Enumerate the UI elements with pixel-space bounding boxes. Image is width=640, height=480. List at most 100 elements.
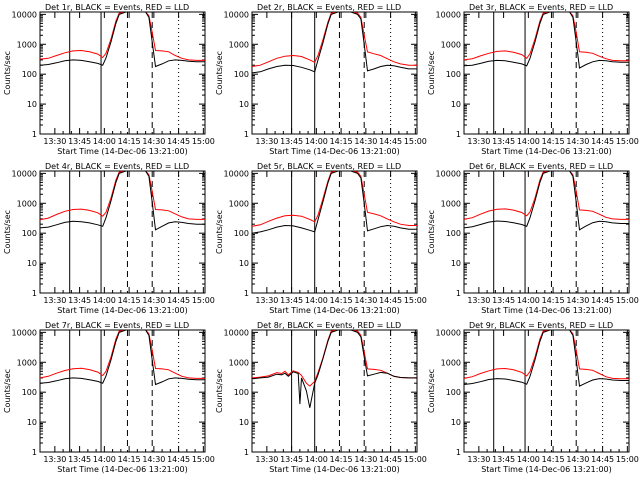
- x-tick-label: 15:00: [192, 455, 215, 464]
- y-tick-label: 10000: [224, 169, 249, 178]
- event-rate-line: [40, 171, 205, 231]
- lld-rate-line: [40, 330, 205, 379]
- x-tick-label: 13:30: [43, 296, 66, 305]
- event-rate-line: [40, 330, 205, 386]
- x-tick-label: 14:15: [118, 296, 141, 305]
- event-rate-line: [40, 12, 205, 68]
- event-rate-line: [252, 330, 417, 408]
- x-tick-label: 14:30: [354, 455, 377, 464]
- x-tick-label: 14:15: [118, 455, 141, 464]
- x-tick-label: 14:30: [566, 455, 589, 464]
- y-tick-label: 100: [234, 388, 249, 397]
- x-tick-label: 13:45: [492, 296, 515, 305]
- x-axis-label: Start Time (14-Dec-06 13:21:00): [481, 465, 612, 474]
- x-tick-label: 14:30: [354, 137, 377, 146]
- x-axis-label: Start Time (14-Dec-06 13:21:00): [481, 306, 612, 315]
- x-tick-label: 14:00: [517, 455, 540, 464]
- panel-title: Det 8r, BLACK = Events, RED = LLD: [257, 321, 401, 330]
- series-group: [252, 12, 417, 74]
- x-tick-label: 14:15: [542, 455, 565, 464]
- plot-frame: [463, 329, 630, 453]
- x-tick-label: 13:45: [492, 137, 515, 146]
- plot-frame: [463, 11, 630, 135]
- x-tick-label: 14:45: [591, 455, 614, 464]
- y-tick-label: 1: [456, 289, 461, 298]
- lld-rate-line: [464, 330, 629, 380]
- y-tick-label: 100: [22, 229, 37, 238]
- x-tick-label: 14:00: [93, 296, 116, 305]
- y-tick-label: 100: [22, 388, 37, 397]
- x-tick-label: 14:00: [93, 137, 116, 146]
- x-axis-label: Start Time (14-Dec-06 13:21:00): [269, 147, 400, 156]
- x-axis-label: Start Time (14-Dec-06 13:21:00): [481, 147, 612, 156]
- x-tick-label: 15:00: [616, 455, 639, 464]
- lld-rate-line: [40, 12, 205, 61]
- y-axis-label: Counts/sec: [215, 369, 224, 413]
- y-tick-label: 10: [27, 259, 37, 268]
- x-tick-label: 13:30: [255, 137, 278, 146]
- y-tick-label: 100: [446, 70, 461, 79]
- panel-title: Det 7r, BLACK = Events, RED = LLD: [45, 321, 189, 330]
- x-tick-label: 14:45: [379, 137, 402, 146]
- y-axis-label: Counts/sec: [215, 51, 224, 95]
- x-tick-label: 13:30: [467, 137, 490, 146]
- x-tick-label: 14:30: [566, 296, 589, 305]
- x-tick-label: 15:00: [616, 296, 639, 305]
- x-tick-label: 14:00: [93, 455, 116, 464]
- panel-title: Det 9r, BLACK = Events, RED = LLD: [469, 321, 613, 330]
- y-axis-label: Counts/sec: [3, 369, 12, 413]
- x-tick-label: 13:30: [255, 296, 278, 305]
- panel-6: Det 6r, BLACK = Events, RED = LLD 1 10 100 1…: [427, 162, 639, 315]
- y-tick-label: 1000: [229, 358, 249, 367]
- panel-7: Det 7r, BLACK = Events, RED = LLD 1 10 100 1…: [3, 321, 215, 474]
- y-axis-label: Counts/sec: [3, 51, 12, 95]
- panel-title: Det 5r, BLACK = Events, RED = LLD: [257, 162, 401, 171]
- y-tick-label: 1: [244, 289, 249, 298]
- x-tick-label: 15:00: [404, 296, 427, 305]
- x-tick-label: 14:30: [142, 137, 165, 146]
- lld-rate-line: [464, 12, 629, 62]
- x-tick-label: 14:45: [591, 137, 614, 146]
- lld-rate-line: [40, 171, 205, 221]
- x-axis-label: Start Time (14-Dec-06 13:21:00): [57, 465, 188, 474]
- x-tick-label: 15:00: [404, 455, 427, 464]
- x-axis-label: Start Time (14-Dec-06 13:21:00): [269, 465, 400, 474]
- x-tick-label: 14:00: [517, 137, 540, 146]
- x-tick-label: 14:15: [330, 296, 353, 305]
- series-group: [40, 330, 205, 386]
- x-tick-label: 14:00: [517, 296, 540, 305]
- x-tick-label: 14:15: [542, 137, 565, 146]
- x-tick-label: 14:30: [142, 455, 165, 464]
- y-tick-label: 100: [234, 70, 249, 79]
- y-tick-label: 10000: [436, 328, 461, 337]
- y-axis-label: Counts/sec: [427, 210, 436, 254]
- event-rate-line: [252, 171, 417, 234]
- panel-1: Det 1r, BLACK = Events, RED = LLD 1 10 100 1…: [3, 3, 215, 156]
- panel-title: Det 1r, BLACK = Events, RED = LLD: [45, 3, 189, 12]
- x-tick-label: 14:30: [142, 296, 165, 305]
- series-group: [464, 171, 629, 231]
- x-tick-label: 14:45: [379, 455, 402, 464]
- plot-frame: [463, 170, 630, 294]
- y-tick-label: 10: [27, 100, 37, 109]
- x-tick-label: 14:45: [379, 296, 402, 305]
- x-tick-label: 14:30: [354, 296, 377, 305]
- x-tick-label: 13:30: [255, 455, 278, 464]
- plot-frame: [39, 11, 206, 135]
- x-tick-label: 14:45: [167, 296, 190, 305]
- x-tick-label: 15:00: [192, 137, 215, 146]
- x-tick-label: 13:45: [280, 455, 303, 464]
- lld-rate-line: [252, 330, 417, 387]
- y-tick-label: 100: [234, 229, 249, 238]
- y-tick-label: 10000: [12, 328, 37, 337]
- y-tick-label: 10000: [224, 328, 249, 337]
- x-tick-label: 14:45: [167, 137, 190, 146]
- x-tick-label: 13:45: [68, 137, 91, 146]
- y-tick-label: 1: [456, 130, 461, 139]
- y-tick-label: 1: [244, 448, 249, 457]
- panel-title: Det 4r, BLACK = Events, RED = LLD: [45, 162, 189, 171]
- y-tick-label: 1000: [17, 358, 37, 367]
- y-tick-label: 1000: [441, 199, 461, 208]
- x-tick-label: 15:00: [404, 137, 427, 146]
- y-tick-label: 10000: [12, 169, 37, 178]
